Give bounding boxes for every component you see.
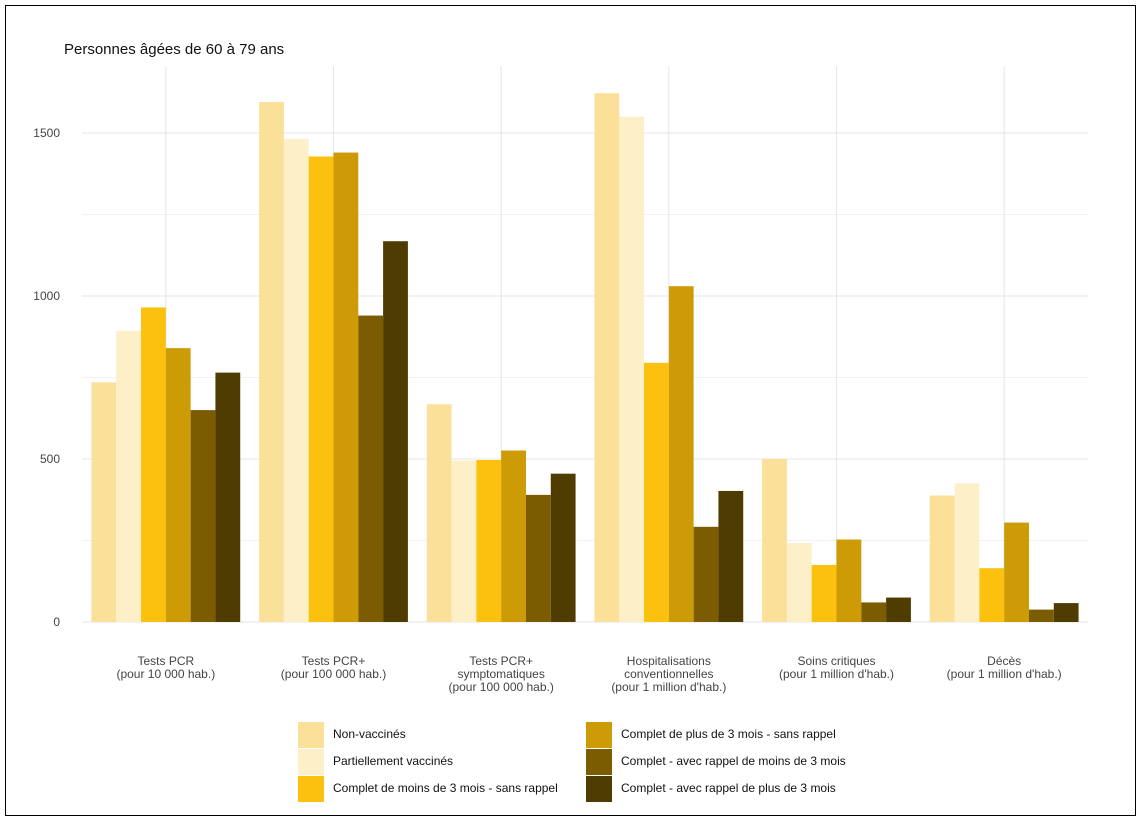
bar [190, 410, 216, 622]
bar [91, 382, 117, 622]
legend-swatch [586, 722, 612, 748]
legend-label: Partiellement vaccinés [333, 754, 453, 768]
bar [383, 241, 408, 623]
legend-swatch [298, 722, 324, 748]
bar [308, 156, 334, 622]
y-tick-label: 0 [53, 615, 60, 629]
bar [929, 495, 955, 622]
bar [644, 362, 669, 622]
bar [762, 459, 787, 622]
bar [525, 494, 551, 622]
bar [141, 307, 166, 622]
x-category-label: Tests PCR+ symptomatiques (pour 100 000 ha… [448, 654, 553, 694]
bar [954, 483, 980, 622]
bar [333, 152, 359, 622]
bar [116, 330, 142, 622]
x-category-label: Hospitalisations conventionnelles (pour 1 … [611, 654, 726, 694]
bar [501, 450, 526, 622]
bar [786, 543, 812, 622]
bar [886, 597, 911, 622]
bar [619, 116, 645, 622]
bar [283, 138, 309, 622]
legend: Non-vaccinés Partiellement vaccinés Comple… [298, 722, 846, 802]
bar [165, 348, 191, 622]
legend-swatch [586, 749, 612, 775]
y-tick-label: 1500 [33, 126, 60, 140]
legend-label: Complet de plus de 3 mois - sans rappel [621, 727, 836, 741]
legend-label: Non-vaccinés [333, 727, 406, 741]
x-axis-categories: Tests PCR (pour 10 000 hab.) Tests PCR+ (po… [116, 654, 1061, 694]
bar [215, 372, 241, 622]
bar [594, 93, 620, 623]
bar [718, 490, 744, 622]
y-tick-label: 1000 [33, 289, 60, 303]
bar [693, 526, 719, 622]
bars [91, 93, 1079, 623]
x-category-label: Tests PCR+ (pour 100 000 hab.) [281, 654, 386, 681]
bar [550, 473, 576, 622]
x-category-label: Décès (pour 1 million d'hab.) [947, 654, 1062, 681]
legend-swatch [298, 776, 324, 802]
legend-label: Complet - avec rappel de moins de 3 mois [621, 754, 846, 768]
bar [358, 315, 384, 622]
x-category-label: Soins critiques (pour 1 million d'hab.) [779, 654, 894, 681]
bar [979, 568, 1005, 622]
bar [451, 460, 477, 622]
bar [1053, 603, 1079, 622]
bar [476, 459, 502, 622]
bar [861, 602, 887, 622]
bar [811, 564, 837, 622]
legend-label: Complet - avec rappel de plus de 3 mois [621, 781, 836, 795]
bar [1028, 609, 1054, 622]
bar [836, 539, 862, 622]
bar [1004, 522, 1029, 622]
legend-label: Complet de moins de 3 mois - sans rappel [333, 781, 558, 795]
bar [426, 404, 452, 622]
bar [259, 102, 284, 622]
y-axis-ticks: 0 500 1000 1500 [33, 126, 60, 629]
chart-title: Personnes âgées de 60 à 79 ans [64, 41, 284, 58]
y-tick-label: 500 [40, 452, 60, 466]
legend-swatch [298, 749, 324, 775]
x-category-label: Tests PCR (pour 10 000 hab.) [116, 654, 215, 681]
legend-swatch [586, 776, 612, 802]
bar [668, 286, 694, 622]
